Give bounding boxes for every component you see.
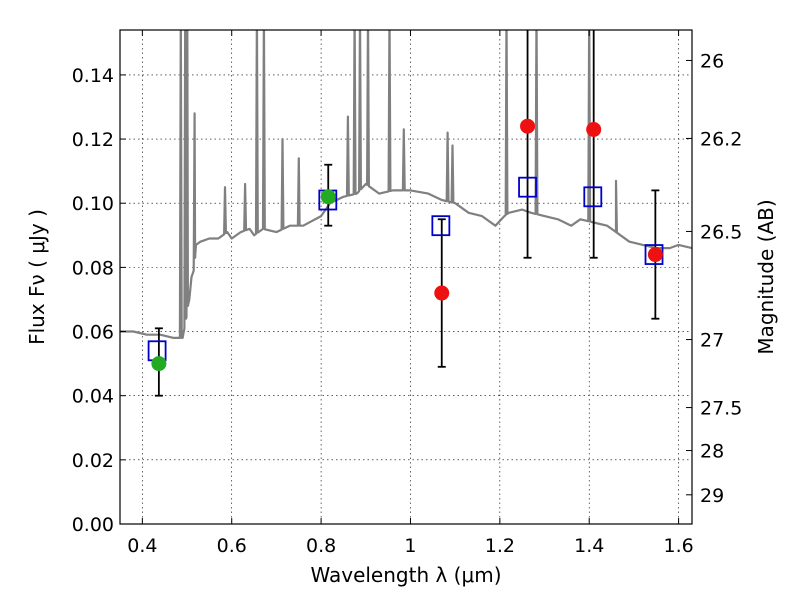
spectrum-line bbox=[120, 30, 692, 339]
model-box-marker bbox=[518, 176, 537, 198]
right-tick-label: 26 bbox=[700, 50, 724, 72]
y-tick-label: 0.06 bbox=[72, 322, 114, 344]
y-tick-label: 0.10 bbox=[72, 193, 114, 215]
x-tick-label: 1.6 bbox=[663, 535, 693, 557]
plot-area bbox=[120, 30, 692, 397]
x-tick-label: 1.4 bbox=[574, 535, 604, 557]
right-tick-label: 26.2 bbox=[700, 128, 742, 150]
right-tick-label: 26.5 bbox=[700, 221, 742, 243]
tick-layer: 0.4 0.6 0.8 1 1.2 1.4 1.6 0.00 0.02 0.04 0.06 0.08 0… bbox=[72, 30, 742, 557]
point-layer bbox=[151, 118, 663, 372]
spectrum-layer bbox=[120, 30, 692, 339]
y-tick-label: 0.08 bbox=[72, 257, 114, 279]
x-tick-label: 0.6 bbox=[217, 535, 247, 557]
right-tick-label: 29 bbox=[700, 485, 724, 507]
y-tick-label: 0.04 bbox=[72, 386, 114, 408]
red-data-point bbox=[520, 118, 536, 134]
y-tick-label: 0.02 bbox=[72, 450, 114, 472]
x-tick-label: 0.8 bbox=[306, 535, 336, 557]
y-axis-label: Flux Fν ( μJy ) bbox=[25, 209, 49, 345]
grid-lines bbox=[120, 30, 692, 525]
y-tick-label: 0.14 bbox=[72, 65, 114, 87]
x-tick-label: 1.2 bbox=[485, 535, 515, 557]
plot-frame bbox=[119, 29, 693, 525]
red-data-point bbox=[647, 247, 663, 263]
right-tick-label: 28 bbox=[700, 441, 724, 463]
model-box-marker bbox=[431, 215, 451, 237]
y-tick-label: 0.00 bbox=[72, 514, 114, 536]
green-data-point bbox=[320, 189, 336, 205]
x-axis-label: Wavelength λ (μm) bbox=[310, 563, 501, 587]
right-tick-label: 27.5 bbox=[700, 398, 742, 420]
x-tick-label: 0.4 bbox=[127, 535, 157, 557]
red-data-point bbox=[586, 121, 602, 137]
model-box-marker bbox=[583, 186, 603, 208]
x-tick-label: 1 bbox=[404, 535, 416, 557]
red-data-point bbox=[434, 285, 450, 301]
y-tick-label: 0.12 bbox=[72, 129, 114, 151]
green-data-point bbox=[151, 356, 167, 372]
right-tick-label: 27 bbox=[700, 330, 724, 352]
right-axis-label: Magnitude (AB) bbox=[754, 199, 778, 354]
